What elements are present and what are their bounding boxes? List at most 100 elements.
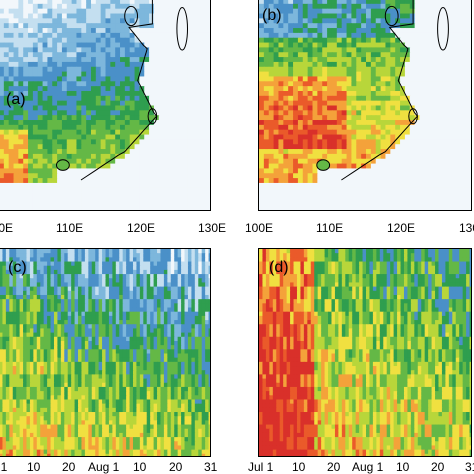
panel-a-cell — [18, 71, 24, 78]
panel-c-cell — [143, 253, 148, 258]
panel-b-cell — [434, 149, 440, 155]
panel-a-cell — [0, 197, 5, 203]
panel-b-cell — [468, 192, 471, 199]
panel-b-cell — [278, 168, 284, 174]
panel-a-cell — [23, 173, 29, 179]
panel-b-cell — [395, 163, 401, 170]
panel-b-cell — [366, 42, 372, 49]
panel-a-cell — [76, 57, 82, 63]
panel-a-cell — [0, 37, 5, 44]
panel-a-cell — [129, 76, 136, 82]
panel-a-cell — [57, 197, 63, 203]
panel-c-cell — [81, 265, 86, 271]
panel-a-cell — [124, 86, 131, 92]
panel-c-cell — [119, 303, 124, 309]
panel-a-cell — [52, 149, 58, 155]
panel-b-cell — [263, 178, 270, 184]
panel-c-cell — [67, 311, 72, 317]
panel-b-cell — [288, 120, 294, 126]
panel-b-cell — [288, 187, 294, 194]
panel-a-cell — [47, 197, 53, 203]
panel-b-cell — [322, 57, 328, 63]
panel-b-cell — [317, 90, 323, 97]
panel-c-cell — [112, 261, 117, 267]
panel-a-cell — [3, 32, 10, 39]
panel-b-cell — [351, 173, 357, 179]
panel-a-cell — [124, 42, 131, 49]
panel-a-cell — [100, 105, 107, 111]
panel-b-cell — [468, 86, 471, 92]
panel-c-cell — [194, 311, 199, 317]
panel-b-cell — [327, 57, 333, 63]
panel-a-cell — [187, 144, 194, 150]
panel-b-cell — [438, 52, 445, 58]
panel-c-cell — [174, 299, 179, 304]
panel-a-cell — [110, 197, 116, 203]
panel-b-cell — [380, 18, 387, 24]
panel-b-cell — [336, 86, 343, 92]
panel-c-cell — [132, 311, 138, 317]
panel-a-cell — [86, 0, 92, 5]
panel-b-cell — [400, 134, 406, 140]
panel-a-cell — [28, 134, 34, 140]
panel-b-cell — [453, 105, 460, 111]
panel-b-cell — [419, 8, 425, 15]
panel-b-cell — [361, 90, 367, 97]
panel-c-cell — [23, 269, 28, 275]
panel-b-cell — [346, 61, 353, 68]
panel-a-cell — [158, 182, 165, 189]
panel-a-cell — [57, 61, 63, 68]
panel-a-cell — [0, 18, 5, 24]
panel-c-cell — [122, 290, 127, 296]
panel-a-cell — [168, 158, 174, 165]
panel-b-cell — [322, 52, 328, 58]
panel-a-cell — [76, 23, 82, 29]
panel-a-cell — [120, 32, 126, 39]
panel-b-cell — [346, 57, 353, 63]
panel-c-cell — [122, 303, 127, 309]
panel-a-cell — [76, 66, 82, 73]
panel-b-cell — [312, 57, 318, 63]
panel-a-cell — [61, 168, 68, 174]
panel-c-cell — [88, 315, 93, 321]
panel-c-cell — [108, 274, 113, 279]
panel-a-cell — [182, 202, 189, 208]
panel-b-cell — [438, 23, 445, 29]
panel-b-x-tick-label: 100E — [245, 221, 274, 235]
panel-c-cell — [119, 315, 124, 321]
panel-a-cell — [173, 207, 179, 210]
panel-a-cell — [61, 3, 68, 10]
panel-b-cell — [297, 144, 304, 150]
panel-b-cell — [351, 61, 357, 68]
panel-c-cell — [160, 257, 165, 263]
panel-c-cell — [129, 286, 134, 292]
panel-a-cell — [163, 139, 170, 145]
panel-c-cell — [143, 265, 148, 271]
panel-b-cell — [429, 129, 435, 136]
panel-a-cell — [178, 81, 184, 87]
panel-b-cell — [419, 120, 425, 126]
panel-b-cell — [434, 100, 440, 107]
panel-b-cell — [375, 76, 382, 82]
panel-a-cell — [8, 13, 15, 19]
panel-a-cell — [0, 163, 5, 170]
panel-a-cell — [71, 23, 78, 29]
panel-b-cell — [268, 197, 275, 203]
panel-c-cell — [9, 294, 14, 300]
panel-b-cell — [288, 110, 294, 116]
panel-c-cell — [60, 257, 65, 263]
panel-b-cell — [293, 187, 299, 194]
panel-b-cell — [302, 134, 309, 140]
panel-a-cell — [61, 197, 68, 203]
panel-c-cell — [78, 299, 83, 304]
panel-a-cell — [192, 163, 199, 170]
panel-c-cell — [187, 269, 192, 275]
panel-a-cell — [18, 28, 24, 34]
panel-b-cell — [463, 13, 469, 19]
panel-b-cell — [468, 61, 471, 68]
panel-b-cell — [263, 163, 270, 170]
panel-a-cell — [37, 23, 44, 29]
panel-a-cell — [52, 120, 58, 126]
panel-b-cell — [273, 37, 280, 44]
panel-b-cell — [351, 178, 357, 184]
